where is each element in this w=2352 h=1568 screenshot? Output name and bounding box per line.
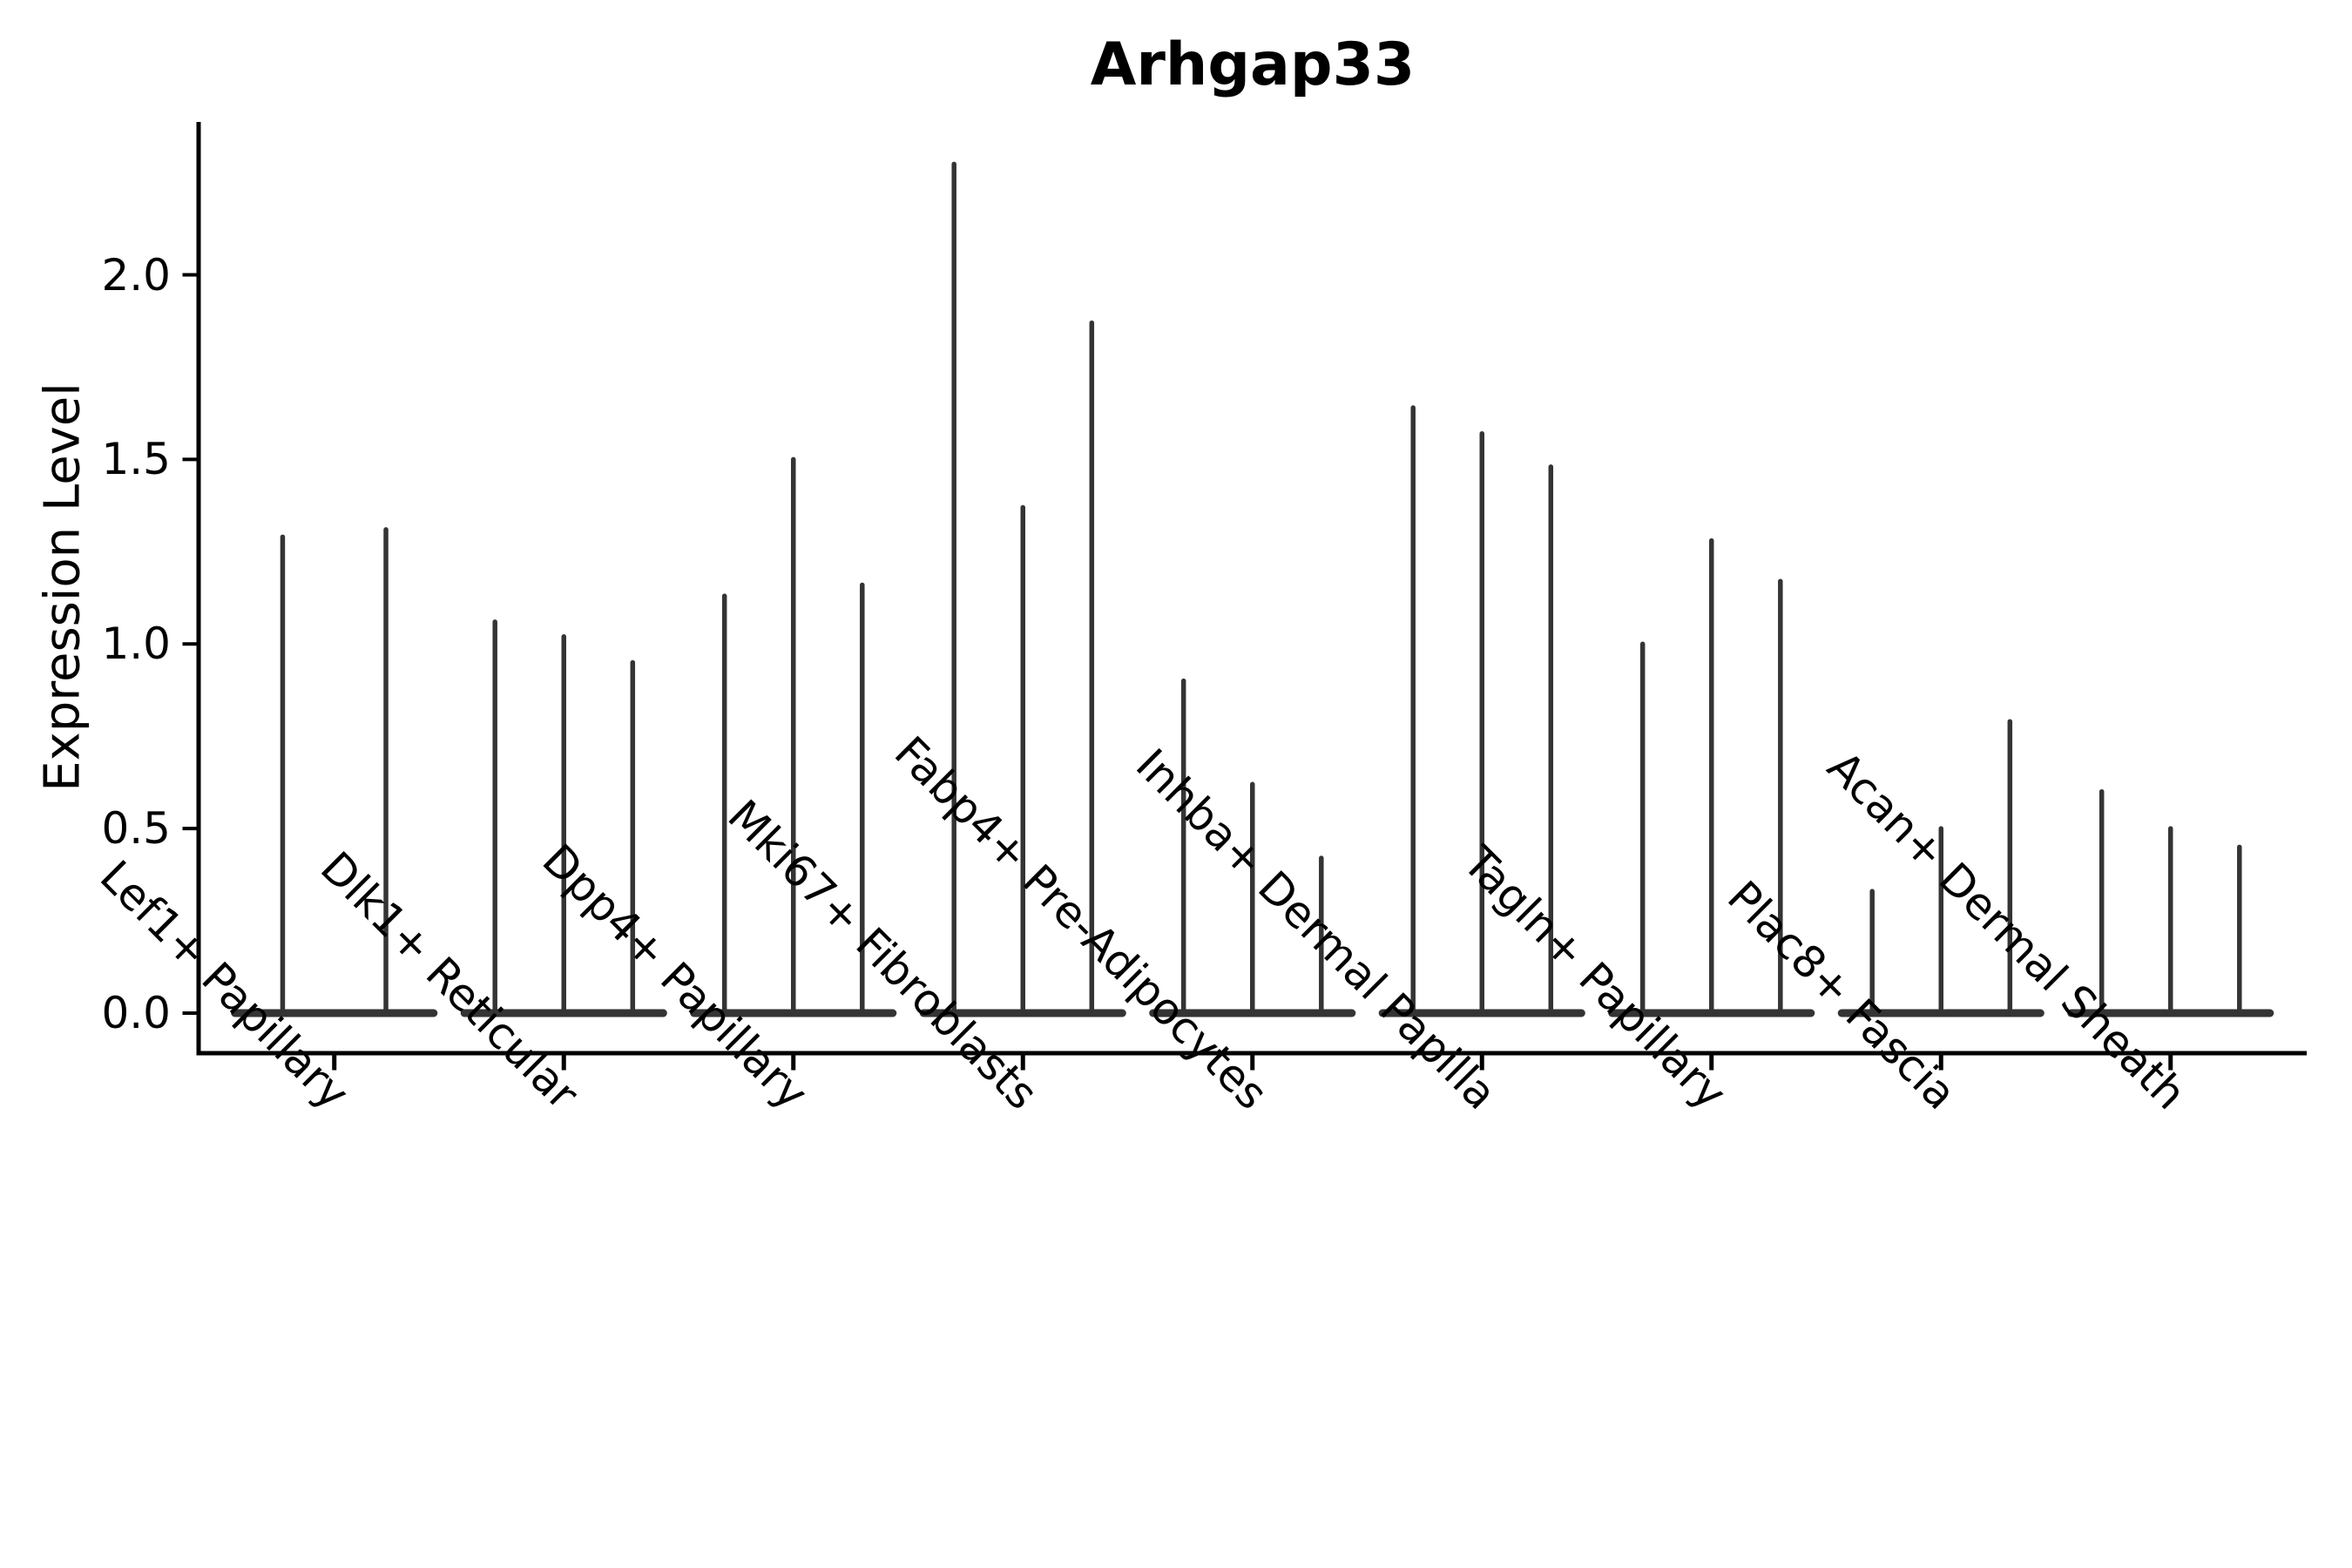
ytick-label-2: 1.0 (101, 618, 171, 670)
ytick-label-1: 0.5 (101, 803, 171, 855)
ytick-label-0: 0.0 (101, 988, 171, 1038)
ytick-label-4: 2.0 (101, 249, 171, 301)
chart-title: Arhgap33 (1090, 30, 1416, 99)
y-axis-label: Expression Level (34, 382, 91, 792)
ytick-label-3: 1.5 (101, 434, 171, 485)
